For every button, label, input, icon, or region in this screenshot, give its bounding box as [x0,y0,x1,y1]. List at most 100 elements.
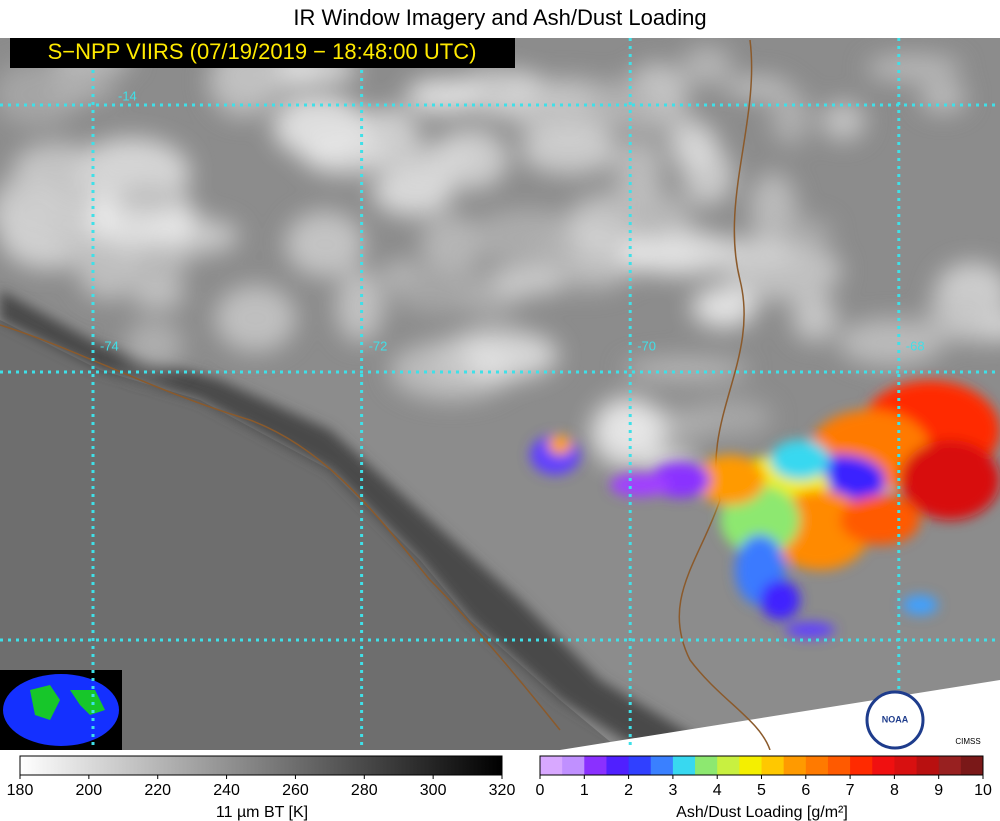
colorbar-tick-label: 7 [846,782,855,799]
cloud [519,126,620,175]
cloud [691,286,757,328]
graticule: -74 -72 -70 -68 -14 [0,38,1000,750]
colorbar-segment [761,756,785,775]
longitude-label: -74 [100,338,119,353]
ash-colorbar-label: Ash/Dust Loading [g/m²] [676,804,848,821]
colorbar-tick-label: 1 [580,782,589,799]
ash-region [548,435,572,455]
cloud [335,269,384,343]
colorbar-tick-label: 0 [536,782,545,799]
bt-colorbar-label: 11 µm BT [K] [216,804,308,821]
colorbar-tick-label: 180 [7,782,34,799]
cloud [432,128,509,191]
colorbar-tick-label: 200 [76,782,103,799]
colorbar-tick-label: 10 [974,782,992,799]
colorbar-tick-label: 320 [489,782,516,799]
ash-region [760,580,800,620]
cloud [724,76,790,101]
colorbar-tick-label: 240 [213,782,240,799]
longitude-label: -72 [369,338,388,353]
colorbar-tick-label: 220 [144,782,171,799]
colorbar-tick-label: 5 [757,782,766,799]
noaa-logo [865,690,925,750]
cloud [681,236,803,267]
colorbar-tick-label: 9 [934,782,943,799]
colorbar-segment [650,756,674,775]
cloud [681,45,733,86]
cimss-logo-text: CIMSS [955,737,980,746]
cloud [590,396,666,469]
colorbar-segment [938,756,962,775]
ash-region [770,440,830,480]
cloud [684,398,773,437]
cloud [837,318,945,366]
longitude-label: -70 [637,338,656,353]
latitude-label: -14 [118,88,137,103]
colorbar-segment [894,756,918,775]
cloud [387,268,499,314]
colorbar-segment [827,756,851,775]
cloud [371,166,454,217]
colorbar-segment [717,756,740,775]
cloud [865,54,962,82]
colorbar-tick-label: 6 [801,782,810,799]
cloud [926,289,997,342]
colorbar-tick-label: 300 [420,782,447,799]
ash-region [840,495,920,545]
cloud [49,75,117,102]
title: IR Window Imagery and Ash/Dust Loading [293,5,706,30]
ash-region [900,440,1000,520]
cloud [420,213,482,276]
cloud [668,121,718,168]
cloud [467,208,589,266]
colorbar-tick-label: 2 [624,782,633,799]
colorbar-tick-label: 260 [282,782,309,799]
cloud [585,78,654,125]
colorbar-segment [960,756,984,775]
cloud [130,282,186,309]
cloud [405,78,477,115]
cloud [792,294,837,342]
longitude-label: -68 [906,338,925,353]
cloud [273,95,369,159]
ash-colorbar [539,755,984,776]
cloud [489,267,565,296]
colorbar-tick-label: 3 [668,782,677,799]
colorbar-segment [872,756,895,775]
colorbar-segment [695,756,718,775]
colorbar-segment [850,756,873,775]
colorbar-segment [783,756,807,775]
colorbar-tick-label: 280 [351,782,378,799]
cloud [0,186,117,244]
cloud [0,61,82,128]
colorbar-segment [916,756,940,775]
cloud [622,357,749,382]
colorbar-segment [628,756,652,775]
satellite-image [0,38,1000,750]
cloud [770,89,811,145]
ash-region [695,455,765,505]
cloud [112,183,182,213]
colorbar-tick-label: 8 [890,782,899,799]
colorbar-segment [672,756,696,775]
cloud [820,102,866,141]
cloud [12,142,101,194]
colorbar-segment [562,756,585,775]
colorbar-segment [606,756,630,775]
ash-region [902,595,938,615]
ash-region [610,473,670,497]
colorbar-segment [739,756,762,775]
ash-region [785,622,835,638]
cloud [125,319,184,370]
cimss-logo [938,690,998,750]
colorbar-segment [540,756,563,775]
cloud [76,236,138,300]
colorbar-segment [584,756,607,775]
colorbar-segment [805,756,829,775]
cloud [429,340,472,389]
cloud [285,211,365,278]
noaa-logo-text: NOAA [882,714,909,724]
bt-colorbar [19,755,503,776]
cloud [214,284,297,353]
